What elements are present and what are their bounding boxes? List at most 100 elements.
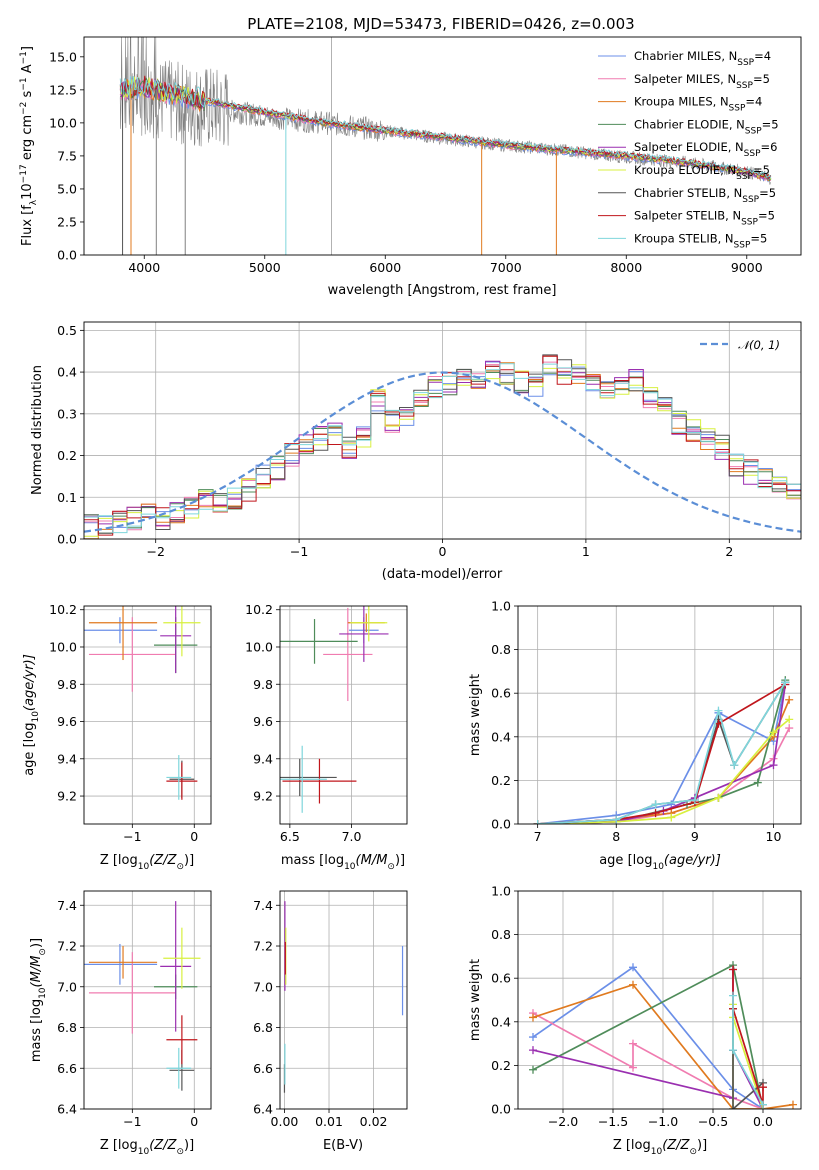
legend-label-8: Kroupa STELIB, NSSP=5: [634, 231, 767, 250]
y-axis-label-part: 10: [20, 183, 35, 200]
histogram-5: [84, 364, 801, 537]
y-tick-label: 6.8: [253, 1020, 273, 1035]
y-tick-label: 10.2: [49, 602, 77, 617]
y-axis-label-part: s: [20, 90, 35, 101]
legend-label-6: Chabrier STELIB, NSSP=5: [634, 186, 776, 205]
x-axis-label-part: mass [log: [281, 853, 344, 868]
x-axis-label-part: (Z/Z: [149, 1138, 177, 1153]
plus-marker-2: [789, 1100, 797, 1109]
model-spectrum-0: [119, 81, 772, 183]
plus-marker-2: [785, 695, 794, 704]
z-mass-panel: −1 06.46.66.87.07.27.4Z [log10(Z/Z⊙)]mass…: [29, 890, 212, 1157]
x-tick-label: 0: [190, 1114, 198, 1129]
y-axis-label-part: −1: [19, 77, 29, 90]
residual-histogram-panel: −2 −1 0 1 2 0.0 0.1 0.2 0.3 0.4 0.5 (data-model)/er…: [30, 321, 802, 582]
x-axis-label: Z [log10(Z/Z⊙)]: [613, 1138, 707, 1157]
legend-label-0-part: Chabrier MILES, N: [634, 49, 737, 63]
plus-marker-8: [533, 820, 542, 824]
mass-weight-line-0: [537, 682, 787, 824]
legend-label-6-part: SSP: [742, 195, 759, 205]
legend-label-1-part: SSP: [736, 81, 753, 91]
x-axis-label-part: (Z/Z: [662, 1138, 690, 1153]
y-tick-label: 6.4: [253, 1102, 273, 1117]
x-tick-label: 4000: [128, 260, 160, 275]
spectrum-panel: 4000 5000 6000 7000 8000 9000 0.0 2.5 5.0 7.5 10.0…: [19, 36, 802, 298]
model-spectrum-8: [119, 76, 772, 179]
x-axis-label-part: (age/yr)]: [664, 853, 721, 868]
x-axis-label-part: 10: [651, 1147, 663, 1157]
axes-frame: [517, 890, 802, 1110]
plus-marker-8: [759, 1100, 767, 1109]
plus-marker-8: [729, 1046, 737, 1055]
plus-marker-7: [759, 1083, 767, 1092]
x-axis-label-part: 10: [138, 862, 150, 872]
y-axis-label: mass weight: [468, 674, 483, 756]
y-tick-label: 10.2: [245, 602, 273, 617]
x-tick-label: 8: [612, 829, 620, 844]
plus-marker-4: [529, 1046, 537, 1055]
y-tick-label: 0.2: [57, 448, 77, 463]
plot-area: [529, 961, 797, 1109]
x-axis-label-part: ⊙: [387, 862, 395, 872]
y-axis-label: age [log10(age/yr)]: [22, 654, 41, 776]
plus-marker-8: [729, 991, 737, 1000]
legend-label-7: Salpeter STELIB, NSSP=5: [634, 209, 775, 228]
ebv-mass-panel: 0.00 0.01 0.02 6.4 6.6 6.8 7.0 7.2 7.4 E(B-V): [253, 890, 408, 1153]
y-tick-label: 6.6: [253, 1061, 273, 1076]
x-axis-label-part: ⊙: [176, 1147, 184, 1157]
x-axis-label-part: (M/M: [356, 853, 388, 868]
mass-age-panel: 6.5 7.0 9.2 9.4 9.6 9.8 10.0 10.2 mass [log10(M/…: [245, 602, 408, 872]
plot-area: [84, 901, 201, 1091]
y-axis-label-part: age [log: [22, 723, 37, 776]
y-tick-label: 0.6: [491, 971, 511, 986]
x-tick-label: 9000: [731, 260, 763, 275]
mass-weight-line-5: [537, 718, 790, 824]
plus-marker-2: [629, 980, 637, 989]
y-axis-label: Flux [fλ10−17 erg cm−2 s−1 A−1]: [19, 46, 39, 246]
y-tick-label: 15.0: [49, 49, 77, 64]
axes-frame: [83, 890, 212, 1110]
x-axis-label: (data-model)/error: [382, 567, 503, 582]
y-axis-label-part: 10: [31, 711, 41, 723]
y-axis-label-part: (M/M: [29, 956, 44, 988]
legend-label-3-part: Chabrier ELODIE, N: [634, 117, 745, 131]
y-tick-label: 0.5: [57, 323, 77, 338]
plot-area: [119, 37, 772, 255]
legend-label-4-part: =6: [761, 140, 778, 154]
x-tick-label: 0.0: [753, 1114, 773, 1129]
y-tick-label: 12.5: [49, 82, 77, 97]
x-tick-label: −0.5: [698, 1114, 728, 1129]
y-tick-label: 9.2: [57, 789, 77, 804]
y-tick-label: 0.0: [57, 532, 77, 547]
x-axis-label: Z [log10(Z/Z⊙)]: [100, 853, 194, 872]
y-tick-label: 0.6: [491, 686, 511, 701]
x-tick-label: 6000: [369, 260, 401, 275]
x-axis-label-part: age [log: [599, 853, 652, 868]
plus-marker-8: [714, 706, 723, 715]
y-tick-label: 0.0: [491, 817, 511, 832]
x-tick-label: −1: [123, 829, 141, 844]
x-axis-label-part: )]: [184, 1138, 194, 1153]
plus-marker-5: [769, 728, 778, 737]
x-tick-label: 0.00: [271, 1114, 299, 1129]
y-tick-label: 6.6: [57, 1061, 77, 1076]
y-axis-label-part: erg cm: [20, 115, 35, 164]
plus-marker-5: [785, 715, 794, 724]
x-tick-label: 7000: [490, 260, 522, 275]
legend-label-8-part: Kroupa STELIB, N: [634, 231, 734, 245]
legend-label-4: Salpeter ELODIE, NSSP=6: [634, 140, 777, 159]
axes-frame: [83, 605, 212, 825]
y-axis-label-part: −2: [19, 102, 29, 115]
x-tick-label: 2: [725, 544, 733, 559]
plus-marker-7: [651, 809, 660, 818]
plus-marker-6: [729, 1105, 737, 1109]
y-tick-label: 0.4: [491, 729, 511, 744]
y-axis-label-part: −1: [19, 51, 29, 64]
y-tick-label: 7.2: [57, 939, 77, 954]
normal-reference-curve: [84, 371, 801, 533]
y-tick-label: 10.0: [49, 115, 77, 130]
mass-weight-line-0: [532, 966, 764, 1109]
x-axis-label-part: 10: [344, 862, 356, 872]
histogram-6: [84, 354, 801, 534]
